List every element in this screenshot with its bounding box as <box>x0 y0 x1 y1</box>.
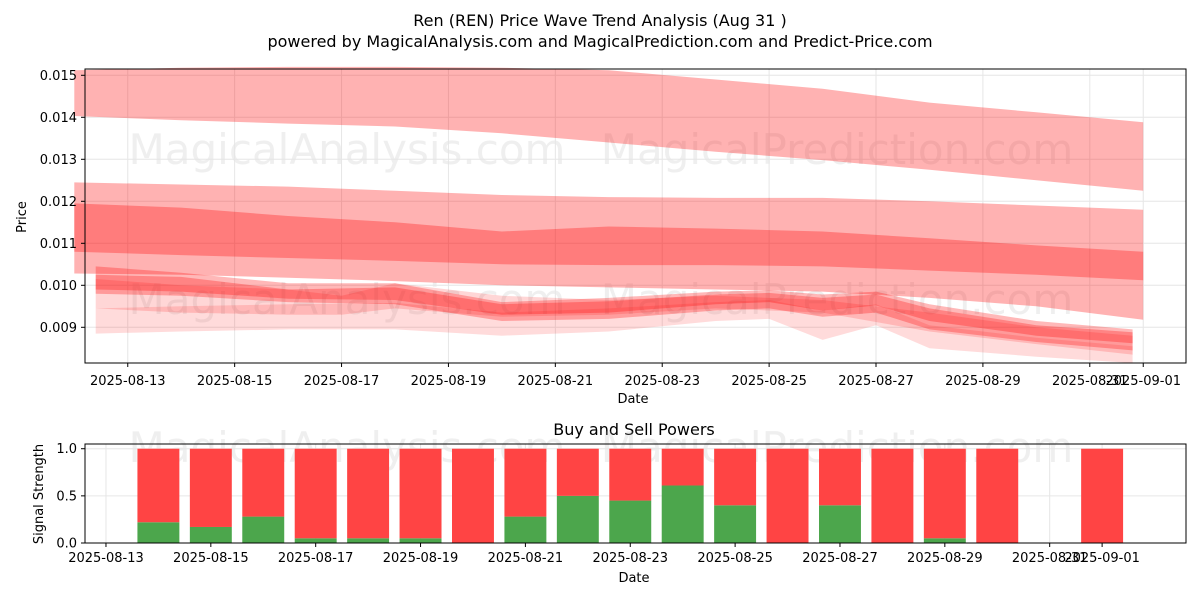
sell-bar <box>714 448 757 506</box>
x-tick-label: 2025-09-01 <box>1105 374 1181 389</box>
x-axis-label: Date <box>617 392 648 407</box>
buy-bar <box>923 538 966 543</box>
buy-bar <box>556 495 599 543</box>
buy-bar <box>347 538 390 543</box>
sell-bar <box>137 448 180 523</box>
buy-bar <box>137 522 180 543</box>
x-tick-label: 2025-08-23 <box>592 551 668 566</box>
x-tick-label: 2025-08-17 <box>304 374 380 389</box>
sell-bar <box>189 448 232 527</box>
x-tick-label: 2025-08-31 <box>1012 551 1088 566</box>
x-tick-label: 2025-08-25 <box>731 374 807 389</box>
price-band <box>95 274 1133 344</box>
y-tick-label: 1.0 <box>56 442 77 457</box>
sell-bar <box>556 448 599 496</box>
watermark-text: MagicalPrediction.com <box>601 275 1074 324</box>
signal-panel-title: Buy and Sell Powers <box>553 420 715 439</box>
sell-bar <box>347 448 390 539</box>
x-tick-label: 2025-08-19 <box>411 374 487 389</box>
buy-bar <box>819 505 861 543</box>
price-band <box>95 266 1133 351</box>
sell-bar <box>609 448 652 501</box>
buy-bar <box>609 500 652 543</box>
plot-frame <box>84 68 1187 364</box>
sell-bar <box>1081 448 1124 543</box>
watermark-text: MagicalAnalysis.com <box>129 275 566 324</box>
sell-bar <box>452 448 494 543</box>
x-tick-label: 2025-08-29 <box>945 374 1021 389</box>
sell-bar <box>766 448 809 543</box>
x-tick-label: 2025-09-01 <box>1064 551 1140 566</box>
x-tick-label: 2025-08-27 <box>838 374 914 389</box>
price-band <box>95 279 1133 355</box>
x-tick-label: 2025-08-17 <box>278 551 354 566</box>
sell-bar <box>242 448 285 517</box>
x-tick-label: 2025-08-13 <box>68 551 144 566</box>
x-tick-label: 2025-08-13 <box>90 374 166 389</box>
buy-bar <box>661 485 704 543</box>
y-tick-label: 0.011 <box>40 237 77 252</box>
signal-plot-frame <box>84 443 1187 544</box>
y-axis-label: Price <box>15 201 30 233</box>
sell-bar <box>661 448 704 486</box>
watermark-text: MagicalAnalysis.com <box>129 125 566 174</box>
chart-subtitle: powered by MagicalAnalysis.com and Magic… <box>267 32 932 51</box>
y-tick-label: 0.5 <box>56 489 77 504</box>
y-tick-label: 0.012 <box>40 195 77 210</box>
x-tick-label: 2025-08-29 <box>907 551 983 566</box>
x-tick-label: 2025-08-31 <box>1052 374 1128 389</box>
signal-x-axis-label: Date <box>618 571 649 586</box>
price-band <box>74 182 1144 320</box>
x-tick-label: 2025-08-23 <box>624 374 700 389</box>
x-tick-label: 2025-08-19 <box>383 551 459 566</box>
sell-bar <box>923 448 966 539</box>
signal-panel: Buy and Sell Powers MagicalAnalysis.com … <box>32 420 1187 586</box>
x-tick-label: 2025-08-21 <box>488 551 564 566</box>
sell-bar <box>871 448 914 543</box>
y-tick-label: 0.0 <box>56 537 77 552</box>
x-tick-label: 2025-08-21 <box>518 374 594 389</box>
buy-bar <box>714 505 757 543</box>
buy-bar <box>294 538 337 543</box>
price-band <box>74 66 1144 191</box>
buy-bar <box>399 538 442 543</box>
price-panel: MagicalAnalysis.com MagicalPrediction.co… <box>15 66 1187 407</box>
chart-title: Ren (REN) Price Wave Trend Analysis (Aug… <box>413 11 787 30</box>
y-tick-label: 0.015 <box>40 69 77 84</box>
y-tick-label: 0.010 <box>40 279 77 294</box>
y-tick-label: 0.014 <box>40 111 77 126</box>
price-band <box>95 300 1133 363</box>
price-band <box>74 203 1144 281</box>
y-tick-label: 0.013 <box>40 153 77 168</box>
sell-bar <box>399 448 442 539</box>
buy-bar <box>242 516 285 543</box>
sell-bar <box>976 448 1019 543</box>
buy-bar <box>504 516 547 543</box>
signal-y-axis-label: Signal Strength <box>32 444 47 544</box>
sell-bar <box>504 448 547 517</box>
watermark-text: MagicalPrediction.com <box>601 125 1074 174</box>
x-tick-label: 2025-08-27 <box>802 551 878 566</box>
x-tick-label: 2025-08-15 <box>197 374 273 389</box>
sell-bar <box>294 448 337 539</box>
y-tick-label: 0.009 <box>40 321 77 336</box>
x-tick-label: 2025-08-25 <box>697 551 773 566</box>
sell-bar <box>819 448 861 506</box>
x-tick-label: 2025-08-15 <box>173 551 249 566</box>
buy-bar <box>189 526 232 543</box>
